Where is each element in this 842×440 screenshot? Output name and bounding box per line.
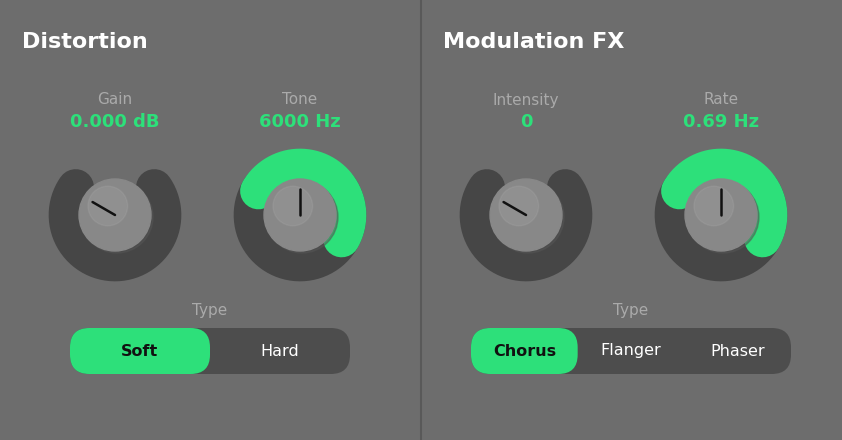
- Circle shape: [264, 179, 336, 251]
- Text: Chorus: Chorus: [493, 344, 556, 359]
- Text: Type: Type: [613, 302, 648, 318]
- Text: Modulation FX: Modulation FX: [443, 32, 625, 52]
- Circle shape: [88, 186, 128, 226]
- Circle shape: [492, 181, 564, 253]
- Circle shape: [266, 181, 338, 253]
- Text: Type: Type: [192, 302, 227, 318]
- Text: 6000 Hz: 6000 Hz: [259, 113, 341, 131]
- Text: 0.69 Hz: 0.69 Hz: [683, 113, 759, 131]
- Text: 0: 0: [520, 113, 532, 131]
- Circle shape: [687, 181, 759, 253]
- Text: Flanger: Flanger: [600, 344, 661, 359]
- FancyBboxPatch shape: [471, 328, 578, 374]
- Text: Phaser: Phaser: [711, 344, 765, 359]
- FancyBboxPatch shape: [70, 328, 210, 374]
- Text: Soft: Soft: [121, 344, 158, 359]
- Text: 0.000 dB: 0.000 dB: [70, 113, 160, 131]
- Text: Hard: Hard: [261, 344, 300, 359]
- Text: Gain: Gain: [98, 92, 132, 107]
- Circle shape: [273, 186, 312, 226]
- Circle shape: [81, 181, 153, 253]
- Text: Rate: Rate: [703, 92, 738, 107]
- FancyBboxPatch shape: [471, 328, 791, 374]
- Circle shape: [694, 186, 733, 226]
- Circle shape: [490, 179, 562, 251]
- Circle shape: [499, 186, 539, 226]
- Circle shape: [79, 179, 151, 251]
- Text: Distortion: Distortion: [22, 32, 147, 52]
- Circle shape: [685, 179, 757, 251]
- Text: Tone: Tone: [282, 92, 317, 107]
- FancyBboxPatch shape: [70, 328, 350, 374]
- Text: Intensity: Intensity: [493, 92, 559, 107]
